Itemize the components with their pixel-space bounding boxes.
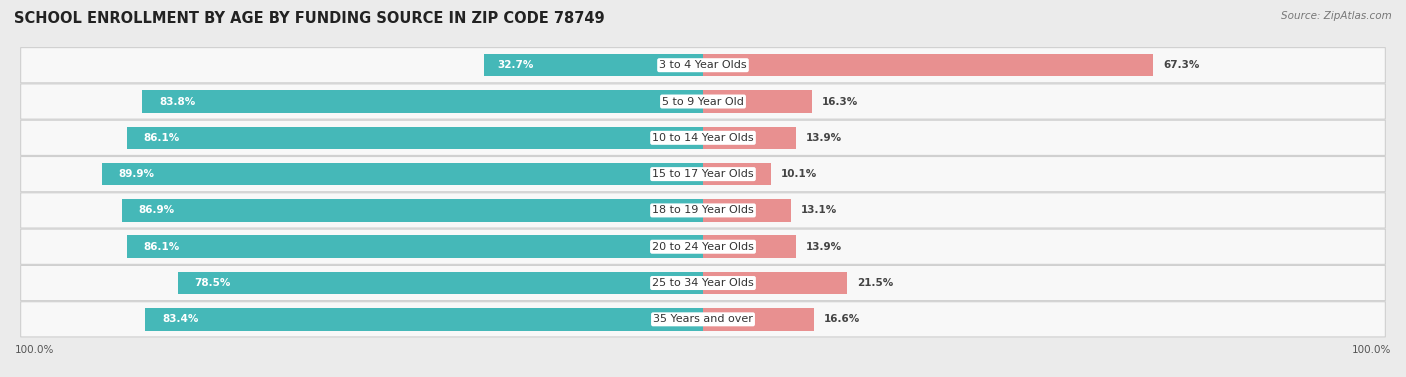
Text: 78.5%: 78.5% [194, 278, 231, 288]
Bar [703, 236, 796, 258]
Text: 21.5%: 21.5% [856, 278, 893, 288]
Bar [703, 199, 790, 222]
Bar [484, 54, 703, 77]
Text: 86.9%: 86.9% [138, 205, 174, 215]
Text: 67.3%: 67.3% [1163, 60, 1199, 70]
Text: 20 to 24 Year Olds: 20 to 24 Year Olds [652, 242, 754, 252]
FancyBboxPatch shape [21, 193, 1385, 228]
Bar [703, 308, 814, 331]
Bar [101, 163, 703, 185]
Bar [145, 308, 703, 331]
FancyBboxPatch shape [21, 265, 1385, 300]
Text: 13.9%: 13.9% [806, 242, 842, 252]
Text: 32.7%: 32.7% [498, 60, 534, 70]
FancyBboxPatch shape [21, 48, 1385, 83]
FancyBboxPatch shape [21, 229, 1385, 264]
Text: 86.1%: 86.1% [143, 242, 180, 252]
Text: 10.1%: 10.1% [780, 169, 817, 179]
Text: 83.4%: 83.4% [162, 314, 198, 324]
FancyBboxPatch shape [21, 302, 1385, 337]
Bar [703, 127, 796, 149]
Text: 16.6%: 16.6% [824, 314, 860, 324]
Bar [127, 127, 703, 149]
FancyBboxPatch shape [21, 156, 1385, 192]
Text: 83.8%: 83.8% [159, 97, 195, 107]
Text: 86.1%: 86.1% [143, 133, 180, 143]
Text: 10 to 14 Year Olds: 10 to 14 Year Olds [652, 133, 754, 143]
Text: 89.9%: 89.9% [118, 169, 155, 179]
Bar [703, 90, 813, 113]
Text: 18 to 19 Year Olds: 18 to 19 Year Olds [652, 205, 754, 215]
Bar [179, 272, 703, 294]
Text: 15 to 17 Year Olds: 15 to 17 Year Olds [652, 169, 754, 179]
Text: 16.3%: 16.3% [823, 97, 858, 107]
Text: 13.9%: 13.9% [806, 133, 842, 143]
Text: 25 to 34 Year Olds: 25 to 34 Year Olds [652, 278, 754, 288]
FancyBboxPatch shape [21, 120, 1385, 155]
Text: 5 to 9 Year Old: 5 to 9 Year Old [662, 97, 744, 107]
Text: Source: ZipAtlas.com: Source: ZipAtlas.com [1281, 11, 1392, 21]
Text: 35 Years and over: 35 Years and over [652, 314, 754, 324]
Text: SCHOOL ENROLLMENT BY AGE BY FUNDING SOURCE IN ZIP CODE 78749: SCHOOL ENROLLMENT BY AGE BY FUNDING SOUR… [14, 11, 605, 26]
FancyBboxPatch shape [21, 84, 1385, 119]
Text: 13.1%: 13.1% [800, 205, 837, 215]
Text: 3 to 4 Year Olds: 3 to 4 Year Olds [659, 60, 747, 70]
Bar [703, 272, 846, 294]
Bar [122, 199, 703, 222]
Bar [703, 54, 1153, 77]
Bar [127, 236, 703, 258]
Bar [142, 90, 703, 113]
Bar [703, 163, 770, 185]
